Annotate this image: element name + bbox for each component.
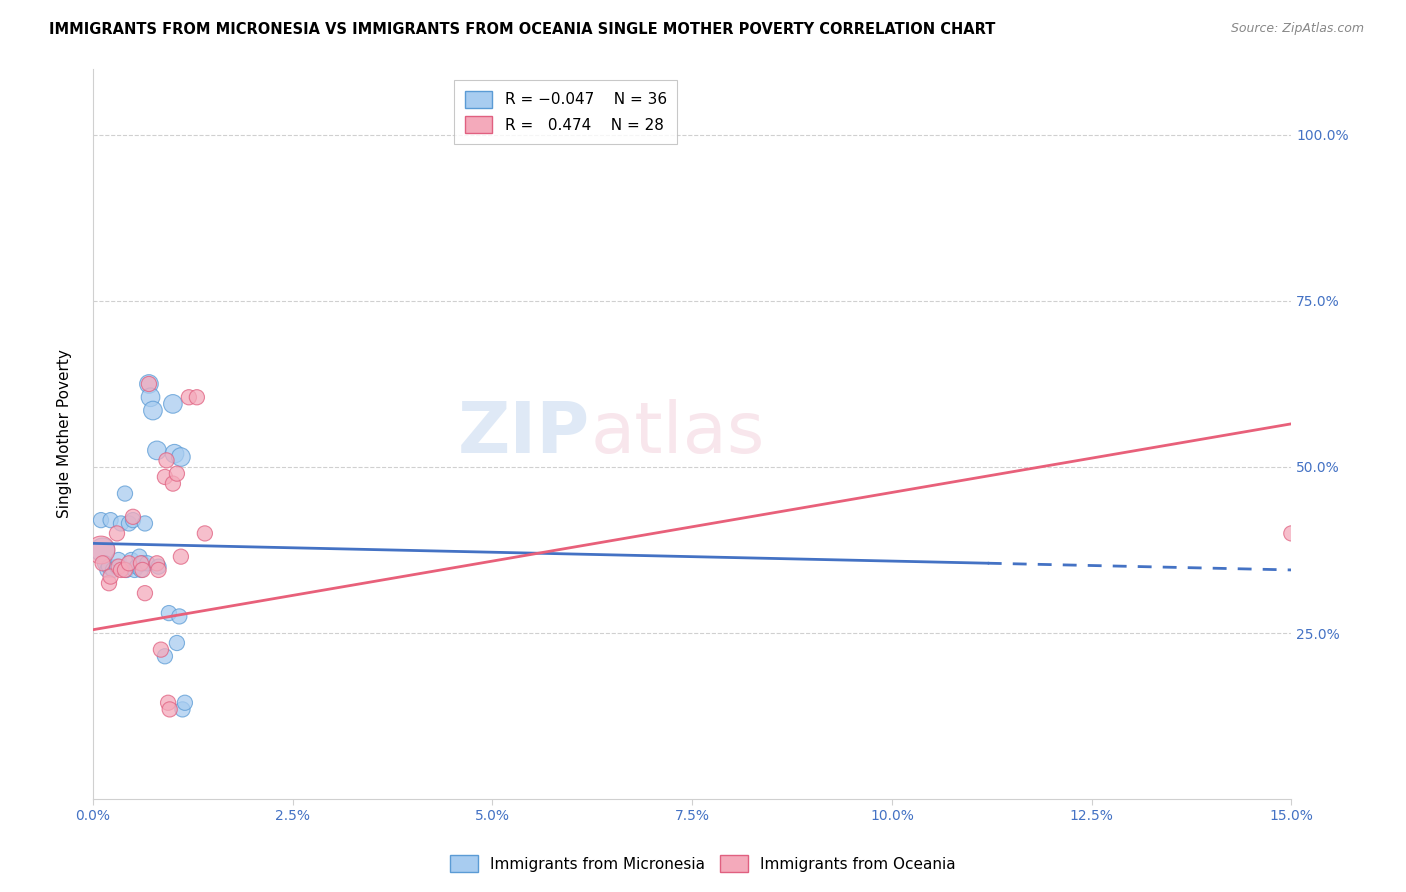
Point (1279, 526, 1302, 541)
Point (122, 513, 145, 527)
Point (155, 453, 177, 467)
Point (157, 696, 180, 710)
Point (105, 559, 128, 574)
Point (157, 606, 180, 620)
Point (194, 526, 217, 541)
Y-axis label: Single Mother Poverty: Single Mother Poverty (58, 350, 72, 518)
Text: atlas: atlas (591, 400, 765, 468)
Point (107, 553, 129, 567)
Point (166, 636, 188, 650)
Point (114, 563, 136, 577)
Point (186, 390, 208, 404)
Point (110, 516, 132, 531)
Point (146, 556, 169, 570)
Point (131, 556, 153, 570)
Point (159, 702, 181, 716)
Point (148, 563, 170, 577)
Point (124, 563, 146, 577)
Point (170, 450, 193, 464)
Point (90, 513, 112, 527)
Point (128, 549, 150, 564)
Point (177, 390, 200, 404)
Legend: Immigrants from Micronesia, Immigrants from Oceania: Immigrants from Micronesia, Immigrants f… (443, 847, 963, 880)
Point (91, 543, 114, 558)
Point (105, 526, 128, 541)
Point (129, 556, 152, 570)
Point (125, 559, 148, 574)
Text: Source: ZipAtlas.com: Source: ZipAtlas.com (1230, 22, 1364, 36)
Point (114, 486, 136, 500)
Point (148, 559, 170, 574)
Point (162, 476, 184, 491)
Point (122, 509, 145, 524)
Point (134, 586, 156, 600)
Point (169, 609, 191, 624)
Point (110, 563, 132, 577)
Point (131, 563, 153, 577)
Point (118, 516, 141, 531)
Point (98, 576, 121, 591)
Point (153, 649, 176, 664)
Point (163, 447, 186, 461)
Point (101, 563, 124, 577)
Point (153, 470, 176, 484)
Point (98, 559, 121, 574)
Text: IMMIGRANTS FROM MICRONESIA VS IMMIGRANTS FROM OCEANIA SINGLE MOTHER POVERTY CORR: IMMIGRANTS FROM MICRONESIA VS IMMIGRANTS… (49, 22, 995, 37)
Point (138, 376, 160, 391)
Point (96, 563, 118, 577)
Point (146, 443, 169, 458)
Point (172, 702, 194, 716)
Point (94, 556, 117, 570)
Point (166, 467, 188, 481)
Point (100, 513, 122, 527)
Point (120, 553, 142, 567)
Point (138, 376, 160, 391)
Point (118, 556, 141, 570)
Point (170, 549, 193, 564)
Point (162, 397, 184, 411)
Point (107, 559, 129, 574)
Point (136, 556, 159, 570)
Legend: R = −0.047    N = 36, R =   0.474    N = 28: R = −0.047 N = 36, R = 0.474 N = 28 (454, 79, 678, 145)
Point (142, 403, 165, 417)
Point (90, 543, 112, 558)
Point (149, 642, 172, 657)
Text: ZIP: ZIP (458, 400, 591, 468)
Point (134, 516, 156, 531)
Point (173, 696, 195, 710)
Point (115, 563, 138, 577)
Point (91, 556, 114, 570)
Point (139, 390, 162, 404)
Point (100, 569, 122, 583)
Point (129, 563, 152, 577)
